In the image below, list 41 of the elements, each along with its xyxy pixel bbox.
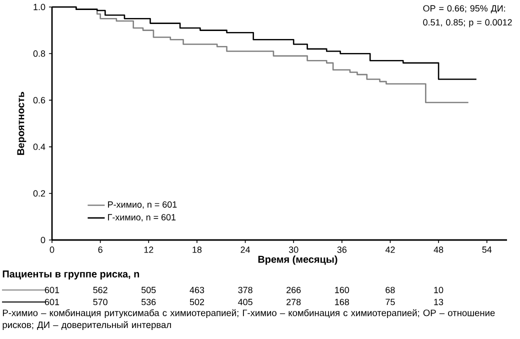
text: 378	[238, 286, 252, 294]
text: 463	[190, 286, 204, 294]
x-tick-label: 0	[50, 246, 54, 253]
text: 75	[386, 298, 395, 306]
y-tick-label: 0.2	[33, 190, 46, 197]
y-tick-label: 0	[40, 236, 46, 244]
x-tick-label: 12	[144, 246, 154, 253]
text: 266	[286, 286, 301, 294]
text: 168	[335, 298, 349, 306]
x-tick-label: 36	[337, 246, 347, 253]
y-tick-label: 0.4	[33, 144, 46, 150]
x-tick-label: 18	[192, 246, 202, 253]
text: Пациенты в группе риска, n	[2, 270, 140, 280]
text: 13	[434, 298, 444, 306]
text: 10	[434, 286, 444, 294]
legend-label: Р-химио, n = 601	[108, 201, 177, 209]
x-tick-label: 54	[482, 246, 492, 253]
y-tick-label: 0.8	[33, 50, 46, 57]
y-tick-label: 1.0	[34, 4, 46, 10]
x-tick-label: 24	[240, 246, 250, 253]
x-axis-title: Время (месяцы)	[258, 256, 338, 265]
annotation: ОР = 0.66; 95% ДИ: 0.51, 0.85; p = 0.0012	[423, 5, 512, 28]
text: 562	[93, 286, 108, 294]
x-tick-label: 48	[434, 246, 444, 253]
text: Р-химио – комбинация ритуксимаба с химиотерапией; Г-химио – комбинация с химиотерапией; ОР – отношение рисков; ДИ – доверительный интервал	[2, 309, 495, 330]
text: 536	[141, 298, 156, 306]
x-tick-label: 6	[98, 246, 102, 253]
text: 160	[335, 286, 350, 294]
y-axis-title: Вероятность	[17, 92, 26, 155]
x-tick-label: 42	[385, 246, 395, 253]
legend-label: Г-химио, n = 601	[108, 214, 176, 222]
text: 570	[93, 298, 108, 306]
y-tick-label: 0.6	[33, 97, 46, 104]
text: 502	[190, 298, 204, 306]
text: 68	[386, 286, 395, 294]
text: 505	[141, 286, 156, 294]
text: 278	[286, 298, 301, 306]
x-tick-label: 30	[288, 246, 298, 253]
text: 601	[44, 286, 60, 294]
text: 601	[44, 298, 60, 306]
text: 405	[238, 298, 252, 306]
